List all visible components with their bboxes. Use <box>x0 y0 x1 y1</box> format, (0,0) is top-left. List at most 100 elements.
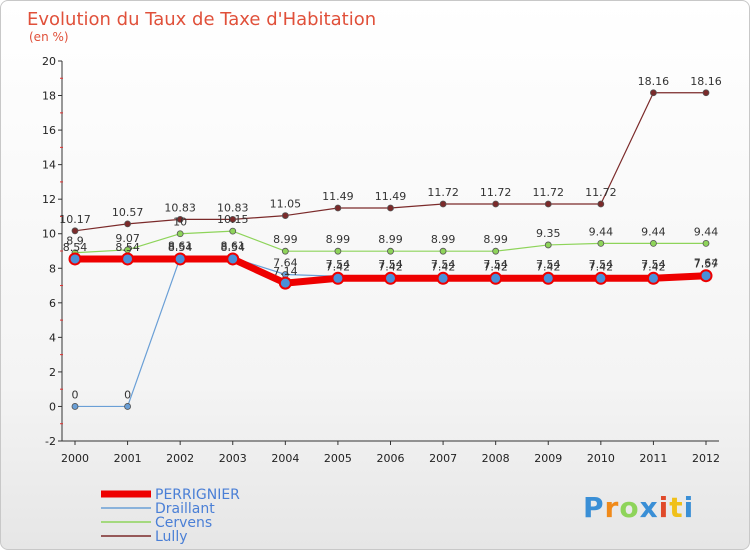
data-point <box>124 403 131 410</box>
legend-label: Draillant <box>155 501 215 517</box>
data-label: 0 <box>124 388 131 401</box>
y-tick-label: 18 <box>42 90 56 103</box>
data-point <box>229 227 237 235</box>
data-point <box>124 220 131 228</box>
x-tick-label: 2010 <box>587 452 615 465</box>
data-point <box>436 271 450 285</box>
data-point <box>699 269 713 283</box>
y-tick-label: 6 <box>49 297 56 310</box>
data-label: 9.07 <box>115 232 140 245</box>
x-tick-label: 2001 <box>114 452 142 465</box>
logo-letter: r <box>605 491 620 524</box>
data-label: 8.54 <box>168 241 193 254</box>
data-label: 11.72 <box>533 186 565 199</box>
data-label: 11.72 <box>427 186 459 199</box>
data-label: 8.61 <box>221 240 246 253</box>
logo-letter: P <box>583 491 605 524</box>
axes: -2 0 2 4 6 8 10 12 14 16 18 20 2000 2001 2002 2003 2004 2… <box>42 55 720 465</box>
data-point <box>597 200 605 208</box>
data-label: 8.54 <box>115 241 140 254</box>
data-label: 7.42 <box>589 260 614 273</box>
proxiti-logo: Proxiti <box>583 491 694 524</box>
data-point <box>71 227 79 235</box>
data-label: 10 <box>173 216 187 229</box>
data-point <box>439 200 447 208</box>
data-label: 9.44 <box>694 225 719 238</box>
data-point <box>594 271 608 285</box>
logo-letter: x <box>640 491 659 524</box>
data-point <box>229 215 237 223</box>
legend-label: Cervens <box>155 515 212 531</box>
data-point <box>702 89 710 97</box>
data-point <box>176 230 184 238</box>
logo-letter: t <box>669 491 683 524</box>
data-point <box>650 239 657 247</box>
x-tick-label: 2006 <box>377 452 405 465</box>
data-point <box>71 403 79 410</box>
data-label: 7.54 <box>641 258 666 271</box>
logo-letter: o <box>619 491 639 524</box>
chart-subtitle: (en %) <box>29 30 69 44</box>
data-label: 7.42 <box>483 260 508 273</box>
x-tick-label: 2000 <box>61 452 89 465</box>
x-tick-label: 2005 <box>324 452 352 465</box>
data-label: 8.99 <box>378 233 403 246</box>
data-point <box>281 247 289 255</box>
y-tick-label: 16 <box>42 124 56 137</box>
data-point <box>489 271 503 285</box>
logo-letter: i <box>684 491 695 524</box>
y-tick-label: 20 <box>42 55 56 68</box>
data-point <box>387 247 394 255</box>
y-tick-label: 10 <box>42 228 56 241</box>
data-label: 11.72 <box>585 186 617 199</box>
data-point <box>226 252 240 266</box>
data-label: 7.57 <box>694 258 719 271</box>
x-tick-label: 2011 <box>639 452 667 465</box>
data-label: 7.54 <box>378 258 403 271</box>
data-label: 7.64 <box>273 256 298 269</box>
data-label: 8.9 <box>66 235 84 248</box>
data-point <box>646 271 660 285</box>
data-point <box>650 89 657 97</box>
data-point <box>702 239 710 247</box>
data-label: 0 <box>72 388 79 401</box>
data-label: 10.57 <box>112 206 144 219</box>
data-point <box>597 239 605 247</box>
x-tick-label: 2012 <box>692 452 720 465</box>
data-label: 8.99 <box>326 233 351 246</box>
x-tick-label: 2007 <box>429 452 457 465</box>
data-label: 7.42 <box>378 260 403 273</box>
data-label: 7.54 <box>589 258 614 271</box>
data-label: 7.42 <box>326 260 351 273</box>
data-point <box>334 247 342 255</box>
data-label: 11.49 <box>322 190 354 203</box>
y-tick-label: 2 <box>49 366 56 379</box>
data-point <box>281 212 289 219</box>
data-label: 7.54 <box>431 258 456 271</box>
y-tick-label: 4 <box>49 331 56 344</box>
y-tick-label: 14 <box>42 159 56 172</box>
data-label: 11.49 <box>375 190 407 203</box>
data-label: 10.83 <box>217 201 249 214</box>
chart-title: Evolution du Taux de Taxe d'Habitation <box>27 9 376 30</box>
data-point <box>68 252 82 266</box>
data-label: 8.99 <box>431 233 456 246</box>
data-label: 7.54 <box>536 258 561 271</box>
data-label: 8.99 <box>483 233 508 246</box>
data-point <box>173 252 187 266</box>
data-label: 8.99 <box>273 233 298 246</box>
data-label: 7.64 <box>694 256 719 269</box>
x-tick-label: 2008 <box>482 452 510 465</box>
logo-letter: i <box>659 491 670 524</box>
data-point <box>541 271 555 285</box>
data-point <box>492 200 500 208</box>
data-label: 18.16 <box>690 75 722 88</box>
data-labels: 10.17 10.57 10.83 10.83 11.05 11.49 11.49 11.72… <box>59 75 722 402</box>
data-label: 7.14 <box>273 265 298 278</box>
data-label: 7.42 <box>641 260 666 273</box>
data-label: 9.44 <box>641 225 666 238</box>
data-label: 10.83 <box>164 201 196 214</box>
data-label: 8.61 <box>168 240 193 253</box>
